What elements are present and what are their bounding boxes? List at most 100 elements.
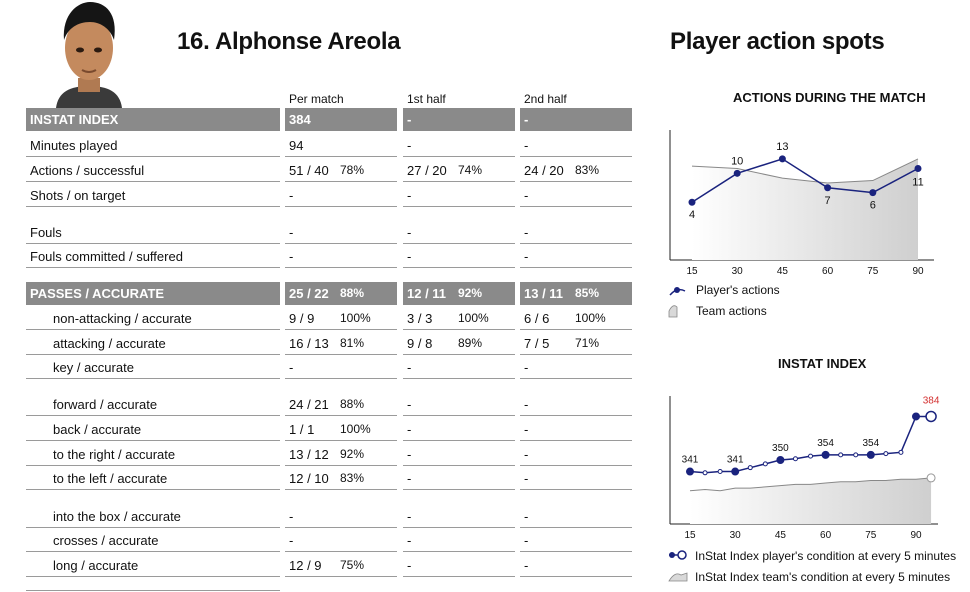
row-value: - — [520, 108, 632, 131]
row-value: 12 / 10 83% — [285, 467, 397, 490]
row-value: - — [285, 529, 397, 552]
percent-text: 85% — [575, 286, 600, 300]
value-text: 9 / 9 — [289, 311, 315, 326]
player-line — [691, 158, 919, 203]
percent-text: 88% — [340, 397, 365, 411]
value-text: - — [407, 422, 412, 437]
row-value: - — [520, 184, 632, 207]
value-text: 12 / 10 — [289, 471, 329, 486]
row-value: 13 / 12 92% — [285, 443, 397, 466]
row-label: to the right / accurate — [26, 443, 280, 466]
x-tick-label: 60 — [822, 266, 834, 277]
column-header-first-half: 1st half — [407, 92, 446, 106]
value-text: 12 / 9 — [289, 558, 322, 573]
table-row: Actions / successful 51 / 40 78% 27 / 20 74%… — [26, 159, 632, 183]
row-value: - — [285, 221, 397, 244]
row-value: 51 / 40 78% — [285, 159, 397, 182]
value-text: - — [407, 471, 412, 486]
row-label: Fouls committed / suffered — [26, 245, 280, 268]
row-value: - — [403, 134, 515, 157]
table-bottom-rule — [26, 590, 280, 591]
row-label: INSTAT INDEX — [26, 108, 280, 131]
percent-text: 71% — [575, 336, 600, 350]
data-label: 350 — [772, 443, 789, 454]
value-text: 9 / 8 — [407, 336, 433, 351]
row-label: back / accurate — [26, 418, 280, 441]
row-label: key / accurate — [26, 356, 280, 379]
value-text: - — [289, 188, 294, 203]
row-value: 12 / 9 75% — [285, 554, 397, 577]
value-text: 24 / 20 — [524, 163, 564, 178]
table-row: Fouls - - - — [26, 221, 632, 245]
percent-text: 92% — [340, 447, 365, 461]
row-value: - — [285, 184, 397, 207]
row-value: - — [403, 245, 515, 268]
percent-text: 92% — [458, 286, 483, 300]
percent-text: 74% — [458, 163, 483, 177]
value-text: - — [407, 533, 412, 548]
row-value: - — [403, 221, 515, 244]
player-condition-legend-icon — [677, 550, 687, 560]
player-photo — [48, 0, 130, 108]
row-label: into the box / accurate — [26, 505, 280, 528]
percent-text: 89% — [458, 336, 483, 350]
row-value: - — [520, 221, 632, 244]
table-row: attacking / accurate 16 / 13 81% 9 / 8 89% 7 … — [26, 332, 632, 356]
legend-team-actions: Team actions — [696, 304, 767, 318]
row-value: - — [403, 184, 515, 207]
value-text: - — [407, 360, 412, 375]
percent-text: 83% — [340, 471, 365, 485]
team-actions-legend-icon — [668, 305, 678, 318]
team-line — [691, 158, 919, 184]
row-value: - — [403, 356, 515, 379]
value-text: - — [524, 249, 529, 264]
value-text: 3 / 3 — [407, 311, 433, 326]
percent-text: 88% — [340, 286, 365, 300]
data-label: 11 — [912, 177, 923, 189]
row-label: attacking / accurate — [26, 332, 280, 355]
value-text: - — [289, 249, 294, 264]
value-text: - — [524, 188, 529, 203]
value-text: - — [524, 138, 529, 153]
value-text: 6 / 6 — [524, 311, 550, 326]
value-text: 16 / 13 — [289, 336, 329, 351]
value-text: - — [407, 509, 412, 524]
percent-text: 83% — [575, 163, 600, 177]
row-value: - — [520, 467, 632, 490]
x-tick-label: 30 — [730, 530, 742, 541]
value-text: - — [524, 397, 529, 412]
row-value: - — [285, 505, 397, 528]
percent-text: 78% — [340, 163, 365, 177]
row-label: long / accurate — [26, 554, 280, 577]
player-point — [821, 450, 830, 459]
table-row: Fouls committed / suffered - - - — [26, 245, 632, 269]
instat-legend-markers — [668, 550, 688, 582]
x-tick-label: 75 — [867, 266, 879, 277]
row-value: - — [520, 393, 632, 416]
instat-index-chart: 341 341 350 354 354 384 15 30 45 60 75 90 — [669, 395, 940, 541]
table-row: to the left / accurate 12 / 10 83% - - — [26, 467, 632, 491]
value-text: - — [524, 225, 529, 240]
player-point — [778, 155, 786, 163]
row-value: - — [403, 529, 515, 552]
value-text: - — [407, 397, 412, 412]
value-text: - — [524, 447, 529, 462]
x-tick-label: 60 — [820, 530, 832, 541]
row-value: 27 / 20 74% — [403, 159, 515, 182]
percent-text: 100% — [575, 311, 606, 325]
percent-text: 100% — [340, 422, 371, 436]
value-text: - — [524, 533, 529, 548]
data-label: 354 — [817, 438, 834, 449]
value-text: 13 / 12 — [289, 447, 329, 462]
value-text: 51 / 40 — [289, 163, 329, 178]
x-tick-label: 75 — [865, 530, 877, 541]
value-text: - — [289, 509, 294, 524]
value-text: - — [524, 471, 529, 486]
row-value: 6 / 6 100% — [520, 307, 632, 330]
value-text: - — [289, 225, 294, 240]
row-label: Shots / on target — [26, 184, 280, 207]
player-point — [808, 453, 814, 459]
row-value: - — [403, 108, 515, 131]
legend-player-actions: Player's actions — [696, 283, 780, 297]
row-value: 13 / 11 85% — [520, 282, 632, 305]
